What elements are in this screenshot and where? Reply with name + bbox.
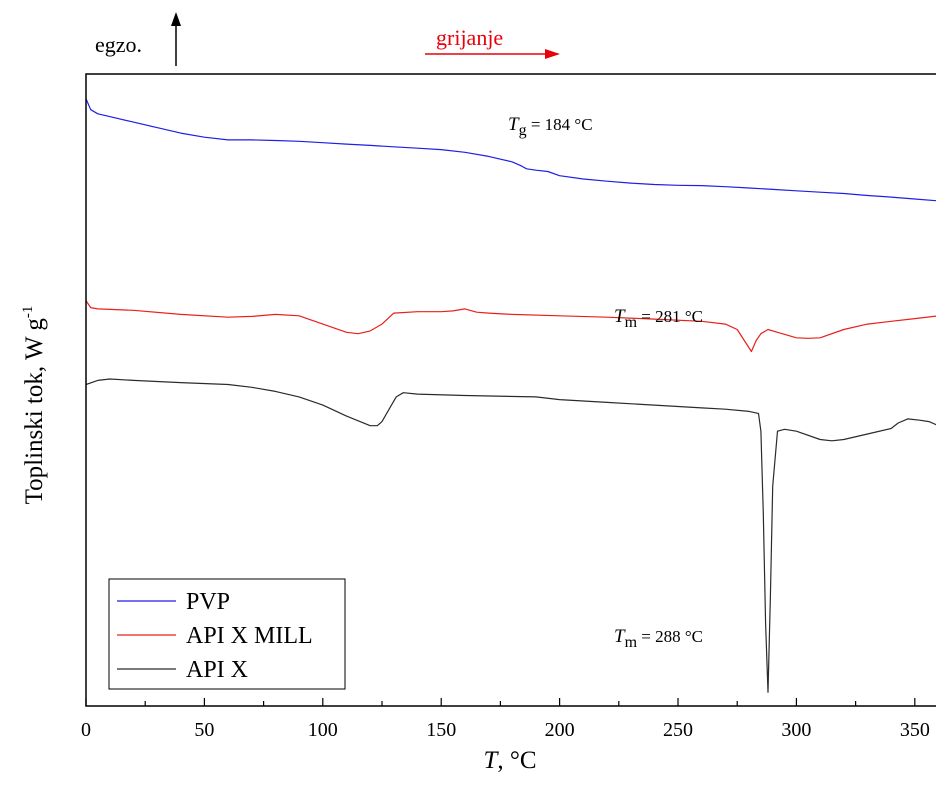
heating-label: grijanje: [436, 25, 503, 50]
plot-area: 0 50 100 150 200 250 300 350: [81, 73, 936, 741]
y-axis-label-text: Toplinski tok, W g: [21, 318, 48, 505]
exo-label: egzo.: [95, 32, 142, 57]
tm-mill-annotation: Tm = 281 °C: [614, 306, 703, 331]
tm-mill-value: = 281 °C: [637, 307, 703, 326]
x-tick-label: 150: [426, 719, 456, 741]
series-line-1: [86, 98, 936, 202]
exo-arrow-head: [171, 12, 181, 26]
tm-api-subscript: m: [625, 634, 638, 651]
x-tick-label: 350: [900, 719, 930, 741]
tm-mill-symbol: T: [614, 306, 626, 327]
legend-box: [108, 578, 346, 690]
y-axis-label-superscript: -1: [20, 306, 36, 319]
tm-api-value: = 288 °C: [637, 627, 703, 646]
legend-label-2: API X MILL: [186, 623, 313, 649]
x-tick-label: 200: [545, 719, 575, 741]
legend-label-3: API X: [186, 657, 248, 683]
legend: PVP API X MILL API X: [108, 578, 346, 690]
y-axis-label: Toplinski tok, W g-1: [20, 306, 48, 505]
series-group: [86, 98, 936, 693]
series-line-3: [86, 378, 936, 693]
x-axis-label-unit: , °C: [497, 747, 536, 774]
heating-arrow-head: [545, 49, 560, 59]
plot-frame: [85, 73, 936, 707]
tg-subscript: g: [519, 122, 527, 139]
x-axis-label: T, °C: [483, 747, 536, 774]
tm-mill-subscript: m: [625, 314, 638, 331]
x-tick-label: 100: [308, 719, 338, 741]
tg-annotation: Tg = 184 °C: [508, 114, 593, 139]
x-tick-label: 0: [81, 719, 91, 741]
tg-symbol: T: [508, 114, 520, 135]
tg-value: = 184 °C: [527, 115, 593, 134]
tm-api-symbol: T: [614, 626, 626, 647]
legend-label-1: PVP: [186, 589, 230, 615]
tm-api-annotation: Tm = 288 °C: [614, 626, 703, 651]
x-tick-label: 50: [194, 719, 214, 741]
series-line-2: [86, 300, 936, 353]
x-axis-label-symbol: T: [483, 747, 499, 774]
x-tick-label: 250: [663, 719, 693, 741]
x-tick-label: 300: [781, 719, 811, 741]
legend-items: PVP API X MILL API X: [117, 589, 313, 683]
